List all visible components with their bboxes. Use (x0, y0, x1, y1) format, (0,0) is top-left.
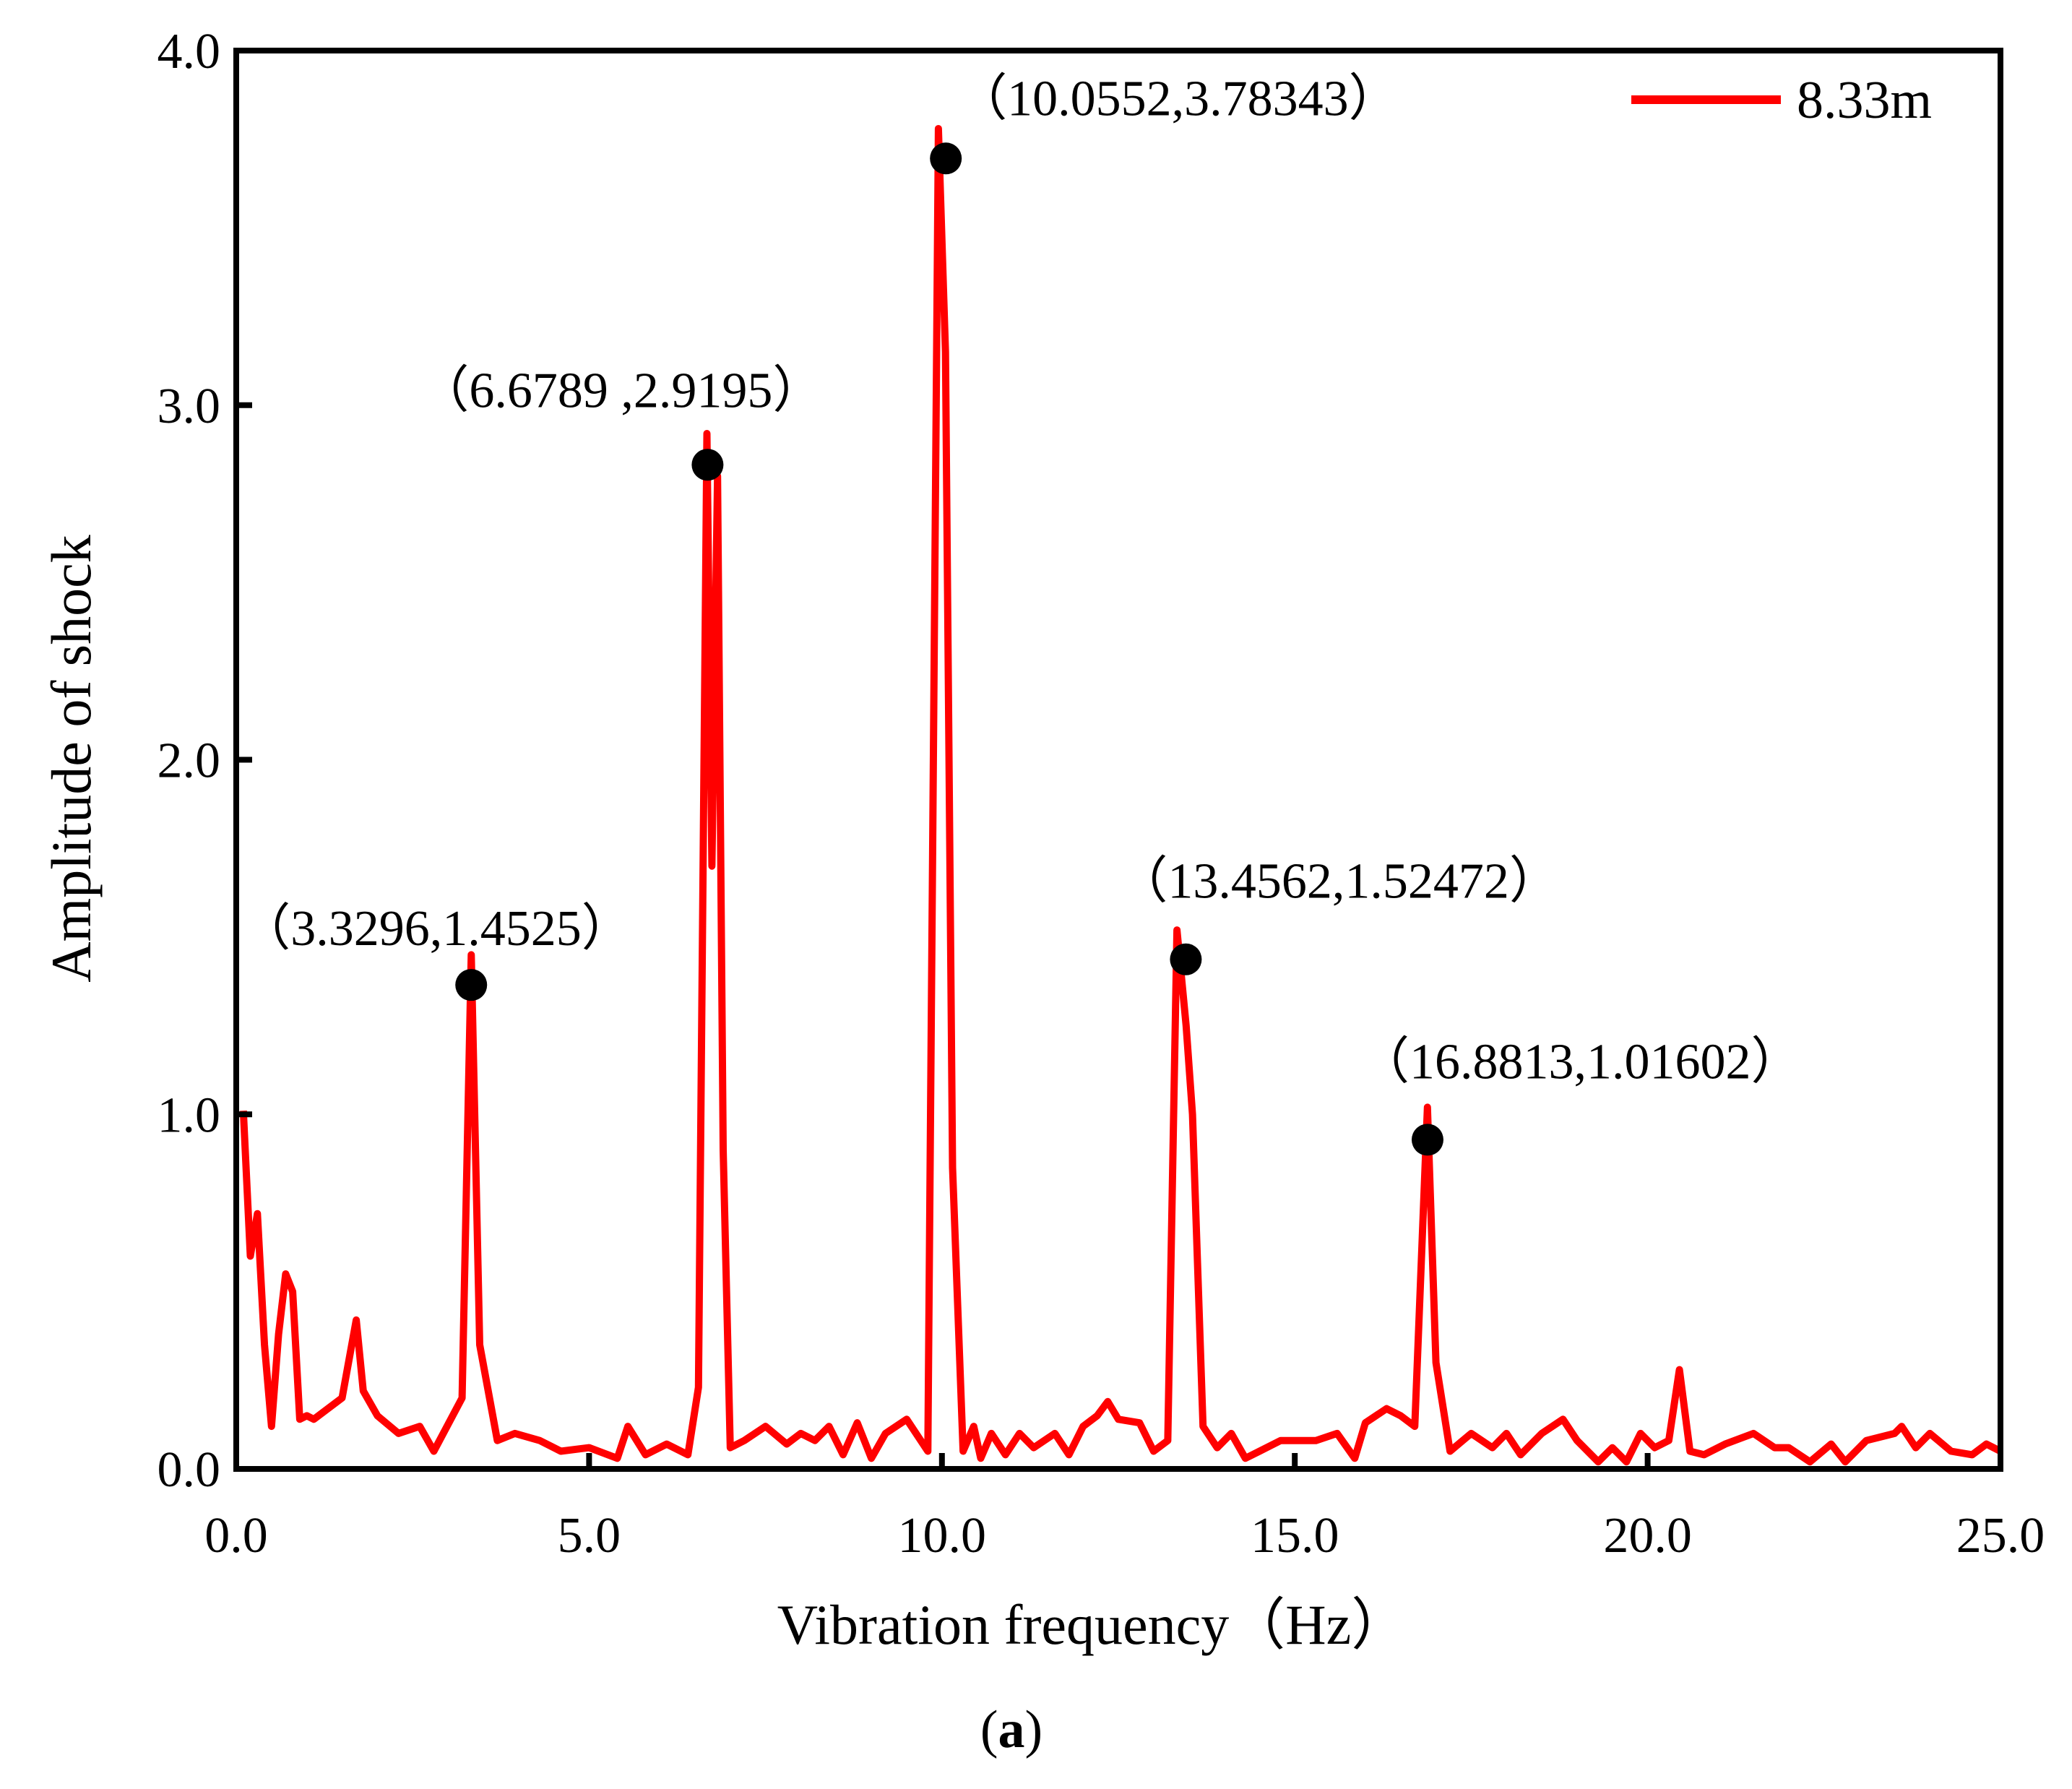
peak-marker (1411, 1124, 1443, 1156)
peak-marker (930, 142, 962, 175)
y-axis-title: Amplitude of shock (40, 535, 103, 983)
legend-label: 8.33m (1797, 71, 1932, 130)
annotation-layer: （3.3296,1.4525） （6.6789 ,2.9195） （10.0552,… (240, 71, 1802, 1156)
peak-label: （16.8813,1.01602） (1359, 1034, 1802, 1090)
legend: 8.33m (1631, 71, 1932, 130)
y-tick-label: 0.0 (157, 1442, 221, 1498)
x-tick-label: 25.0 (1956, 1508, 2045, 1564)
series-line-0 (239, 125, 2003, 1466)
panel-label-letter: a (998, 1700, 1025, 1759)
peak-marker (455, 969, 488, 1001)
y-tick-label: 2.0 (157, 733, 221, 789)
peak-label: （6.6789 ,2.9195） (418, 363, 823, 418)
panel-label: (a) (980, 1700, 1043, 1759)
peak-label: （13.4562,1.52472） (1117, 854, 1560, 910)
x-tick-label: 15.0 (1251, 1508, 1339, 1564)
peak-marker (691, 449, 724, 481)
panel-label-open-paren: ( (980, 1700, 998, 1759)
x-tick-label: 10.0 (898, 1508, 987, 1564)
x-tick-label: 20.0 (1603, 1508, 1692, 1564)
x-tick-label: 0.0 (204, 1508, 268, 1564)
data-layer (239, 125, 2003, 1466)
y-tick-label: 1.0 (157, 1087, 221, 1143)
panel-label-close-paren: ) (1025, 1700, 1043, 1759)
x-axis-title: Vibration frequency（Hz） (777, 1593, 1408, 1656)
axis-layer: 0.0 5.0 10.0 15.0 20.0 25.0 0.0 1.0 2.0 3.0 4.0 (157, 24, 2045, 1564)
x-tick-label: 5.0 (558, 1508, 621, 1564)
peak-label: （10.0552,3.78343） (957, 71, 1399, 126)
y-tick-label: 4.0 (157, 24, 221, 79)
y-tick-label: 3.0 (157, 379, 221, 434)
peak-label: （3.3296,1.4525） (240, 901, 632, 957)
peak-marker (1170, 943, 1202, 975)
